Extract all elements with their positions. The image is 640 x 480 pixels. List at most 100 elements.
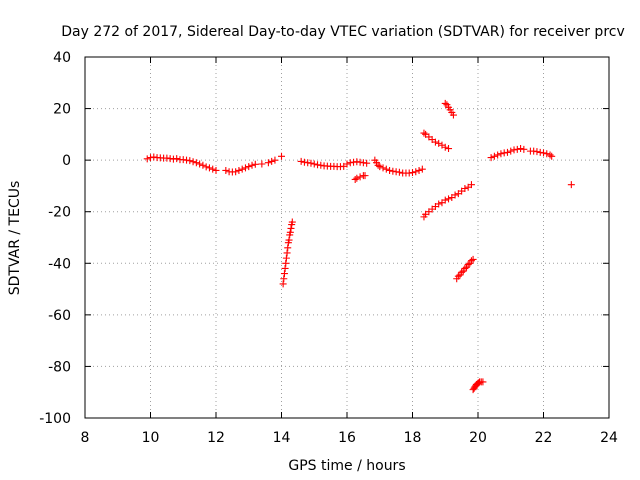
data-point: [494, 151, 502, 159]
data-point: [238, 165, 246, 173]
y-tick-label: 20: [53, 102, 71, 118]
data-point: [464, 261, 472, 269]
data-point: [395, 168, 403, 176]
data-point: [418, 165, 426, 173]
data-point: [461, 264, 469, 272]
x-tick-label: 18: [404, 430, 422, 446]
x-tick-labels: 8 10 12 14 16 18 20 22 24: [81, 430, 618, 446]
data-point: [441, 99, 449, 107]
x-axis-title: GPS time / hours: [288, 458, 405, 474]
y-axis-title: SDTVAR / TECUs: [7, 181, 23, 296]
data-point: [497, 150, 505, 158]
data-points: [143, 99, 575, 394]
data-point: [520, 145, 528, 153]
series-arc4: [297, 157, 371, 171]
data-point: [232, 168, 240, 176]
data-point: [278, 152, 285, 160]
data-point: [186, 157, 194, 165]
y-tick-label: -20: [48, 205, 71, 221]
x-tick-label: 12: [207, 430, 225, 446]
axis-ticks: [84, 56, 610, 419]
data-point: [343, 160, 351, 168]
data-point: [517, 145, 525, 153]
series-arc5: [351, 172, 369, 183]
data-point: [286, 228, 294, 236]
data-point: [445, 145, 453, 153]
series-arc2: [222, 152, 285, 176]
data-point: [264, 159, 272, 167]
data-point: [487, 154, 495, 162]
data-point: [271, 156, 279, 164]
data-point: [445, 195, 453, 203]
data-point: [435, 200, 443, 208]
data-point: [212, 166, 220, 174]
data-point: [507, 147, 515, 155]
data-point: [209, 165, 217, 173]
data-point: [441, 143, 449, 151]
data-point: [205, 164, 213, 172]
data-point: [363, 159, 371, 167]
grid-lines: [85, 57, 609, 418]
y-tick-label: -40: [48, 256, 71, 272]
data-point: [297, 157, 305, 165]
data-point: [540, 149, 547, 157]
data-point: [435, 139, 443, 147]
y-tick-label: -60: [48, 308, 71, 324]
data-point: [241, 164, 249, 172]
data-point: [458, 268, 466, 276]
data-point: [451, 191, 459, 199]
data-point: [412, 168, 420, 176]
data-point: [251, 160, 259, 168]
data-point: [461, 185, 469, 193]
data-point: [351, 175, 359, 183]
data-point: [441, 196, 449, 204]
data-point: [356, 173, 364, 181]
series-arc8: [441, 99, 457, 119]
y-tick-label: -100: [39, 411, 71, 427]
data-point: [285, 236, 293, 244]
y-tick-label: 40: [53, 50, 71, 66]
x-tick-label: 8: [81, 430, 90, 446]
data-point: [415, 166, 423, 174]
series-arc7: [420, 129, 453, 153]
data-point: [376, 163, 384, 171]
x-tick-label: 24: [600, 430, 618, 446]
data-point: [268, 157, 276, 165]
series-arc6: [371, 156, 426, 177]
data-point: [245, 163, 253, 171]
data-point: [280, 270, 288, 278]
series-arc3: [279, 218, 296, 288]
data-point: [543, 150, 551, 158]
data-point: [533, 148, 541, 156]
data-point: [288, 218, 296, 226]
data-point: [361, 172, 369, 180]
data-point: [409, 169, 416, 177]
data-point: [546, 151, 554, 159]
data-point: [454, 272, 462, 280]
series-arc1: [143, 153, 220, 174]
chart-title: Day 272 of 2017, Sidereal Day-to-day VTE…: [61, 24, 625, 40]
data-point: [196, 160, 204, 168]
data-point: [503, 148, 511, 156]
series-arc13: [526, 147, 556, 160]
data-point: [386, 166, 394, 174]
data-point: [479, 378, 487, 386]
x-tick-label: 10: [142, 430, 160, 446]
data-point: [284, 244, 292, 252]
data-point: [281, 264, 289, 272]
data-point: [279, 280, 287, 288]
data-point: [353, 174, 361, 182]
series-arc10: [453, 255, 477, 283]
series-arc11: [469, 378, 487, 394]
data-point: [382, 165, 390, 173]
data-point: [449, 111, 457, 119]
data-point: [490, 152, 498, 160]
data-point: [307, 159, 315, 167]
data-point: [143, 155, 151, 163]
data-point: [235, 166, 243, 174]
data-point: [567, 181, 575, 189]
data-point: [431, 138, 439, 146]
series-arc14: [567, 181, 575, 189]
data-point: [173, 155, 181, 163]
data-point: [189, 158, 197, 166]
